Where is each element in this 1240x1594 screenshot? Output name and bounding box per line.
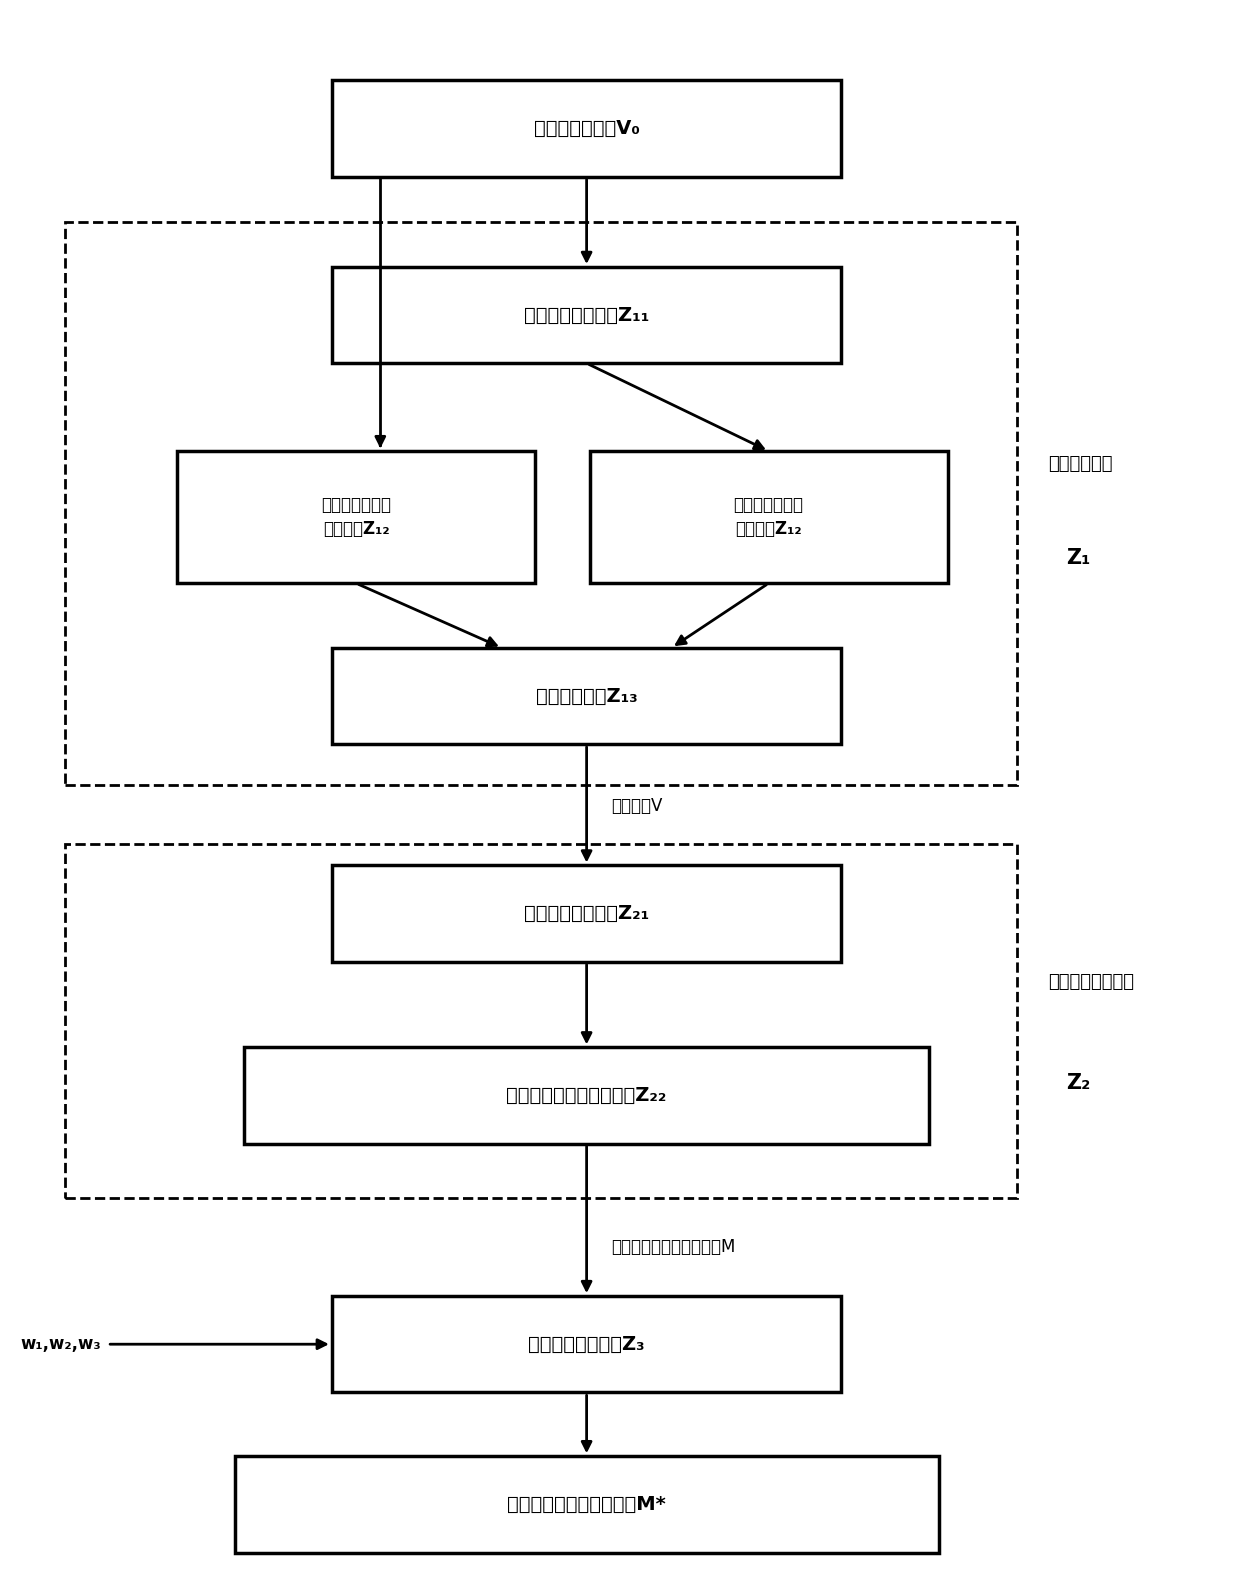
Bar: [332, 80, 842, 177]
Text: 信号非线性归一
化放大器Z₁₂: 信号非线性归一 化放大器Z₁₂: [321, 496, 391, 539]
Text: Z₁: Z₁: [1066, 548, 1090, 567]
Bar: [234, 1457, 939, 1553]
Text: 视频随机打乱模块Z₁₁: 视频随机打乱模块Z₁₁: [525, 306, 650, 325]
Text: Z₂: Z₂: [1066, 1073, 1090, 1093]
Text: 疑似神经元胞体区域集合M: 疑似神经元胞体区域集合M: [611, 1239, 735, 1256]
Text: 双光子荧光视频V₀: 双光子荧光视频V₀: [533, 120, 640, 139]
Text: 三维管状滤波模块Z₂₁: 三维管状滤波模块Z₂₁: [525, 904, 650, 923]
Bar: [332, 647, 842, 744]
Bar: [64, 222, 1017, 784]
Text: 神经元胞体自动识别结果M*: 神经元胞体自动识别结果M*: [507, 1495, 666, 1514]
Text: 构造视频V: 构造视频V: [611, 797, 662, 815]
Bar: [64, 843, 1017, 1199]
Bar: [332, 1296, 842, 1393]
Bar: [177, 451, 534, 583]
Text: 连通域典型截面提取模块Z₂₂: 连通域典型截面提取模块Z₂₂: [506, 1086, 667, 1105]
Text: 用户偏好设置模块Z₃: 用户偏好设置模块Z₃: [528, 1334, 645, 1353]
Bar: [332, 866, 842, 961]
Text: 信号非线性归一
化放大器Z₁₂: 信号非线性归一 化放大器Z₁₂: [734, 496, 804, 539]
Bar: [244, 1047, 930, 1143]
Bar: [332, 266, 842, 363]
Text: 特征整合模块Z₁₃: 特征整合模块Z₁₃: [536, 687, 637, 706]
Text: 构造视频模块: 构造视频模块: [1048, 456, 1112, 473]
Bar: [590, 451, 947, 583]
Text: w₁,w₂,w₃: w₁,w₂,w₃: [21, 1336, 102, 1353]
Text: 胞体识别分割模块: 胞体识别分割模块: [1048, 972, 1133, 991]
